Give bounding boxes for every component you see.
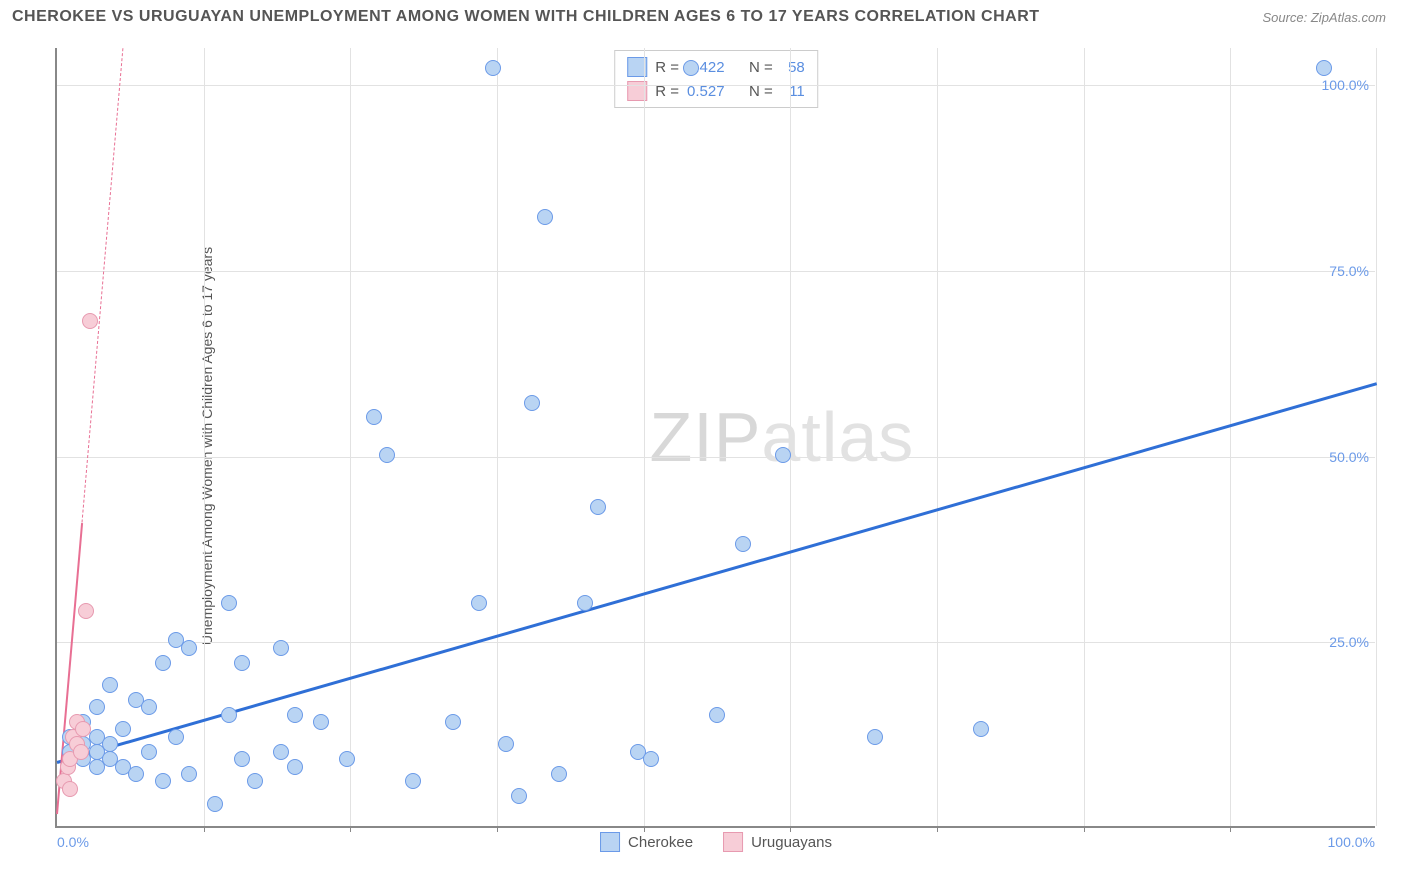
data-point-cherokee <box>973 721 989 737</box>
data-point-cherokee <box>339 751 355 767</box>
series-legend: Cherokee Uruguayans <box>600 832 832 852</box>
stats-row-uruguayans: R =0.527N =11 <box>627 79 805 103</box>
data-point-cherokee <box>643 751 659 767</box>
data-point-cherokee <box>445 714 461 730</box>
legend-text: Cherokee <box>628 834 693 851</box>
gridline-vertical <box>937 48 938 826</box>
stat-n-label: N = <box>749 59 773 76</box>
source-attribution: Source: ZipAtlas.com <box>1262 10 1386 25</box>
data-point-uruguayans <box>75 721 91 737</box>
data-point-cherokee <box>141 699 157 715</box>
data-point-cherokee <box>511 788 527 804</box>
data-point-cherokee <box>273 640 289 656</box>
data-point-cherokee <box>234 655 250 671</box>
data-point-cherokee <box>471 595 487 611</box>
data-point-cherokee <box>1316 60 1332 76</box>
data-point-cherokee <box>221 595 237 611</box>
data-point-cherokee <box>234 751 250 767</box>
gridline-vertical <box>790 48 791 826</box>
y-tick-label: 25.0% <box>1329 634 1369 650</box>
gridline-vertical <box>1376 48 1377 826</box>
data-point-cherokee <box>247 773 263 789</box>
data-point-uruguayans <box>78 603 94 619</box>
gridline-vertical <box>497 48 498 826</box>
legend-swatch-icon <box>723 832 743 852</box>
data-point-cherokee <box>102 736 118 752</box>
data-point-cherokee <box>287 707 303 723</box>
data-point-cherokee <box>577 595 593 611</box>
gridline-horizontal <box>57 271 1375 272</box>
data-point-cherokee <box>155 655 171 671</box>
legend-swatch-icon <box>600 832 620 852</box>
x-tick-label-max: 100.0% <box>1328 834 1375 850</box>
y-tick-label: 100.0% <box>1322 77 1369 93</box>
gridline-vertical <box>204 48 205 826</box>
data-point-cherokee <box>709 707 725 723</box>
data-point-cherokee <box>141 744 157 760</box>
gridline-vertical <box>1084 48 1085 826</box>
watermark-bold: ZIP <box>650 398 762 476</box>
x-tick-label-min: 0.0% <box>57 834 89 850</box>
data-point-cherokee <box>485 60 501 76</box>
data-point-cherokee <box>537 209 553 225</box>
gridline-horizontal <box>57 85 1375 86</box>
data-point-cherokee <box>115 721 131 737</box>
data-point-cherokee <box>181 640 197 656</box>
correlation-stats-box: R =0.422N =58R =0.527N =11 <box>614 50 818 108</box>
data-point-cherokee <box>683 60 699 76</box>
data-point-cherokee <box>498 736 514 752</box>
data-point-cherokee <box>775 447 791 463</box>
data-point-cherokee <box>524 395 540 411</box>
data-point-cherokee <box>287 759 303 775</box>
legend-text: Uruguayans <box>751 834 832 851</box>
data-point-cherokee <box>89 699 105 715</box>
stats-row-cherokee: R =0.422N =58 <box>627 55 805 79</box>
data-point-cherokee <box>405 773 421 789</box>
stat-n-value: 58 <box>781 59 805 76</box>
data-point-uruguayans <box>73 744 89 760</box>
gridline-horizontal <box>57 457 1375 458</box>
data-point-cherokee <box>551 766 567 782</box>
gridline-vertical <box>1230 48 1231 826</box>
data-point-cherokee <box>735 536 751 552</box>
data-point-cherokee <box>221 707 237 723</box>
chart-title: CHEROKEE VS URUGUAYAN UNEMPLOYMENT AMONG… <box>12 8 1040 26</box>
gridline-vertical <box>350 48 351 826</box>
watermark: ZIPatlas <box>650 397 915 477</box>
x-tick-mark <box>1084 826 1085 832</box>
data-point-cherokee <box>102 677 118 693</box>
data-point-cherokee <box>867 729 883 745</box>
data-point-uruguayans <box>62 781 78 797</box>
x-tick-mark <box>1230 826 1231 832</box>
chart-plot-area: ZIPatlas R =0.422N =58R =0.527N =11 Cher… <box>55 48 1375 828</box>
x-tick-mark <box>497 826 498 832</box>
x-tick-mark <box>937 826 938 832</box>
x-tick-mark <box>644 826 645 832</box>
gridline-vertical <box>644 48 645 826</box>
data-point-cherokee <box>366 409 382 425</box>
data-point-cherokee <box>207 796 223 812</box>
stat-r-label: R = <box>655 59 679 76</box>
data-point-cherokee <box>379 447 395 463</box>
legend-item-uruguayans: Uruguayans <box>723 832 832 852</box>
data-point-cherokee <box>273 744 289 760</box>
y-tick-label: 50.0% <box>1329 449 1369 465</box>
gridline-horizontal <box>57 642 1375 643</box>
x-tick-mark <box>790 826 791 832</box>
trendline-uruguayans-dashed <box>82 48 124 522</box>
data-point-cherokee <box>313 714 329 730</box>
data-point-cherokee <box>155 773 171 789</box>
legend-item-cherokee: Cherokee <box>600 832 693 852</box>
y-tick-label: 75.0% <box>1329 263 1369 279</box>
data-point-cherokee <box>128 766 144 782</box>
data-point-uruguayans <box>82 313 98 329</box>
x-tick-mark <box>204 826 205 832</box>
data-point-cherokee <box>168 729 184 745</box>
watermark-thin: atlas <box>761 398 914 476</box>
data-point-cherokee <box>181 766 197 782</box>
data-point-cherokee <box>590 499 606 515</box>
x-tick-mark <box>350 826 351 832</box>
